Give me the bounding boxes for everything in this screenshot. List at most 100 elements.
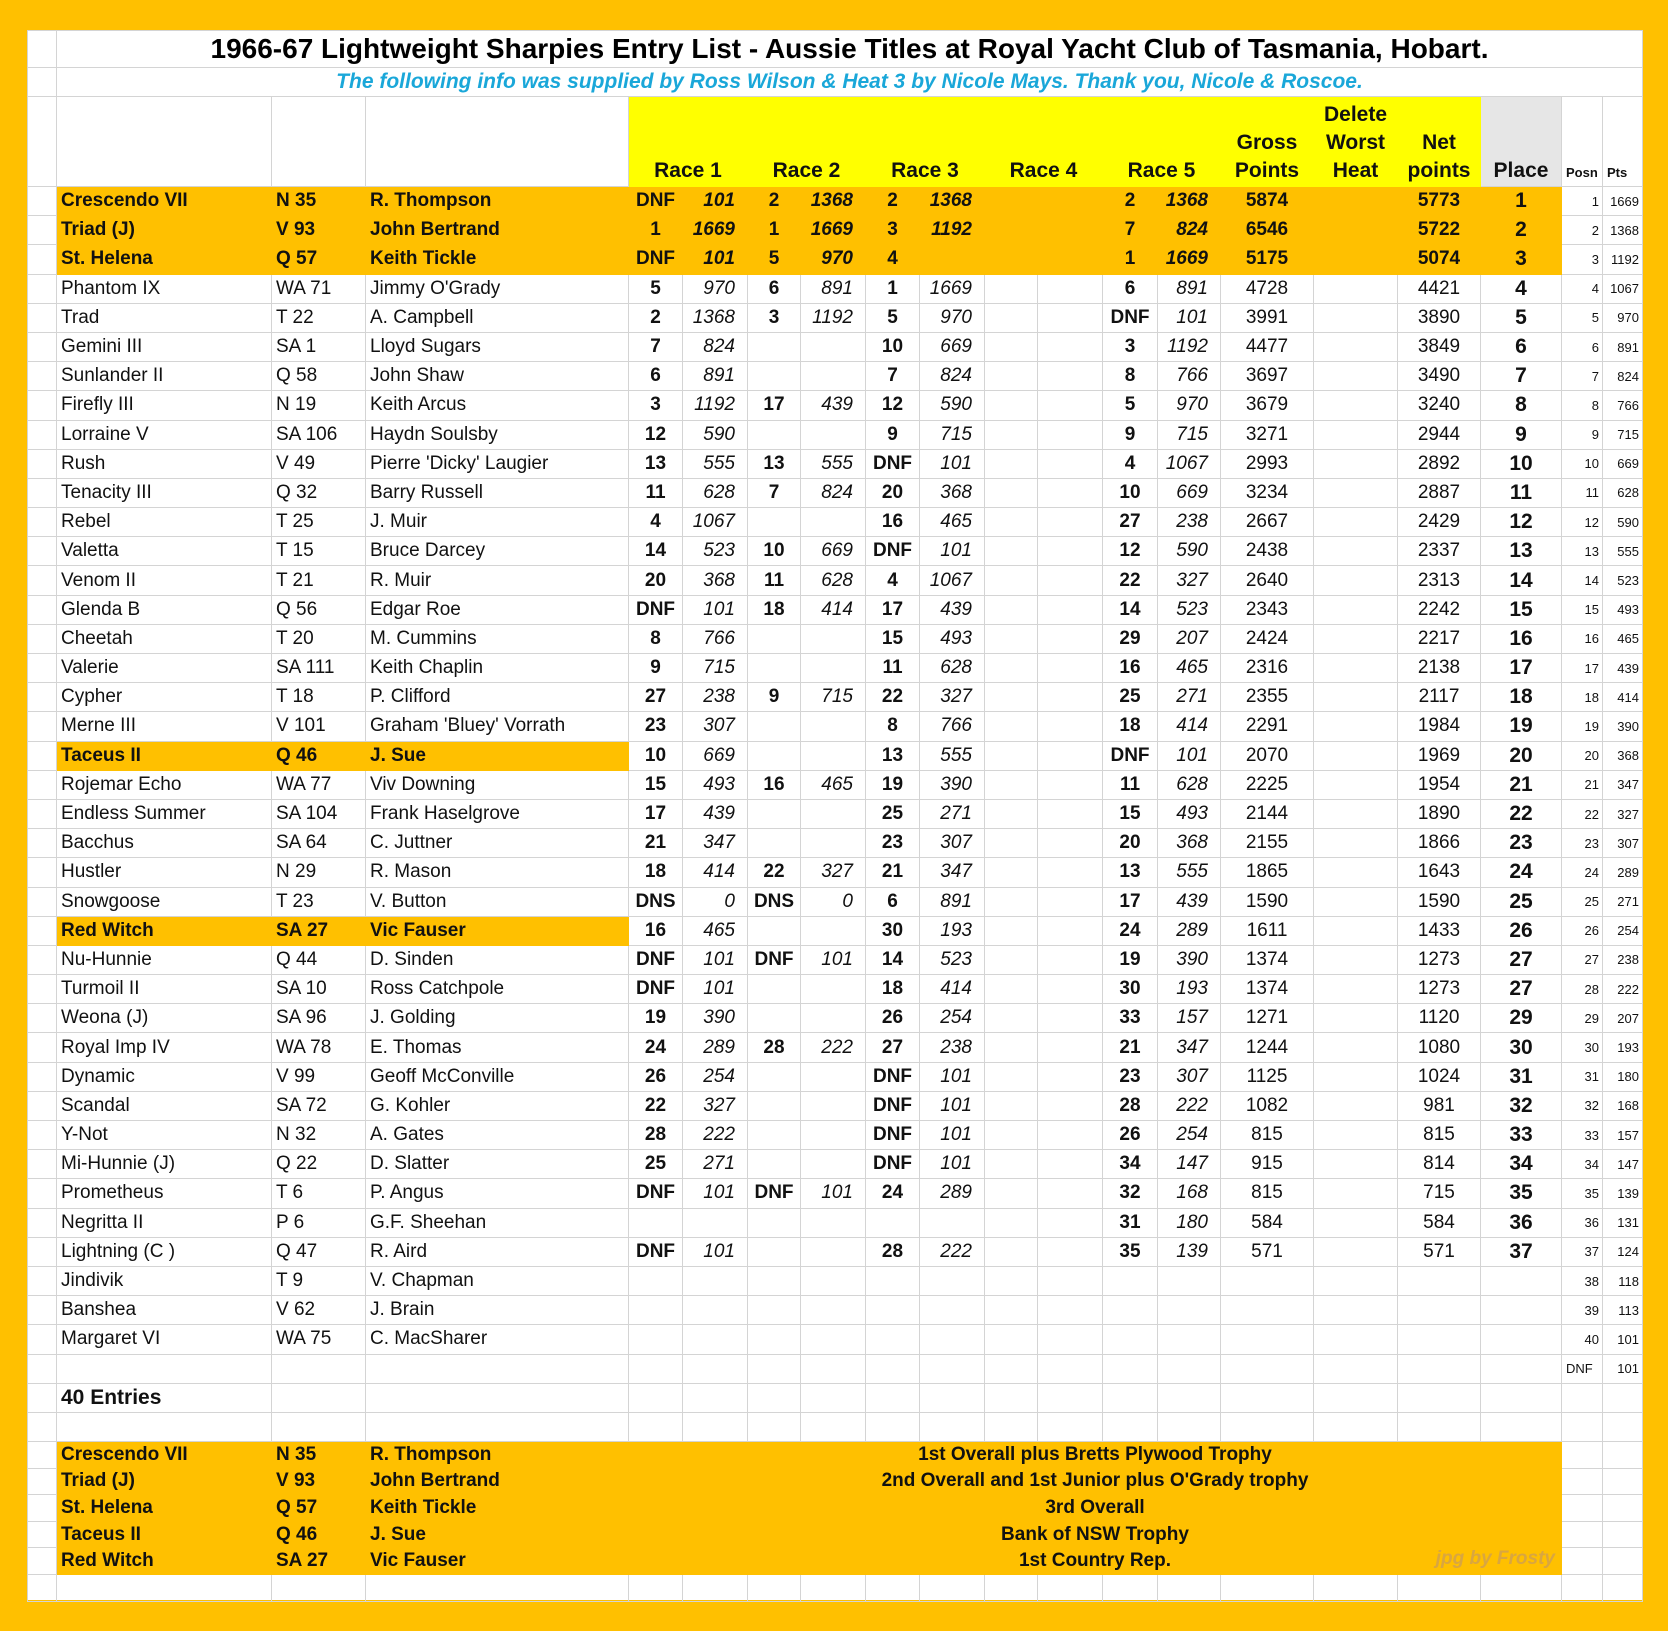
cell-skipper: Pierre 'Dicky' Laugier xyxy=(365,448,629,479)
cell-race5-points: 439 xyxy=(1157,886,1221,917)
cell-race3-place: 10 xyxy=(865,331,920,363)
row-gutter xyxy=(27,244,57,275)
empty-cell xyxy=(919,1411,985,1443)
cell-race2-points xyxy=(800,1265,866,1297)
cell-race5-place: 16 xyxy=(1102,652,1158,684)
table-row: Phantom IX WA 71 Jimmy O'Grady 5 970 6 891 1 166… xyxy=(27,273,1643,304)
empty-cell xyxy=(1397,1411,1481,1443)
cell-race5-place: 17 xyxy=(1102,886,1158,917)
award-boat: Taceus II xyxy=(56,1520,272,1549)
cell-race3-points: 1067 xyxy=(919,565,985,596)
cell-race1-points: 1067 xyxy=(682,507,748,538)
cell-posn: 9 xyxy=(1561,419,1603,450)
empty-cell xyxy=(1037,1411,1103,1443)
cell-delete-worst-heat xyxy=(1313,390,1398,421)
cell-net-points: 1273 xyxy=(1397,974,1481,1005)
cell-race2-place xyxy=(747,915,801,946)
cell-place: 15 xyxy=(1480,594,1562,625)
cell-race2-points xyxy=(800,711,866,742)
cell-posn: 20 xyxy=(1561,740,1603,771)
cell-race2-place xyxy=(747,711,801,742)
empty-cell xyxy=(1313,1574,1398,1603)
empty-cell xyxy=(1037,1574,1103,1603)
cell-net-points: 1984 xyxy=(1397,711,1481,742)
cell-race4-place xyxy=(984,1119,1038,1151)
results-table: 1966-67 Lightweight Sharpies Entry List … xyxy=(27,30,1643,1603)
cell-race3-place: 4 xyxy=(865,244,920,275)
table-row: Merne III V 101 Graham 'Bluey' Vorrath 23 30… xyxy=(27,711,1643,742)
cell-race5-place: 13 xyxy=(1102,857,1158,888)
cell-net-points: 584 xyxy=(1397,1207,1481,1238)
empty-cell xyxy=(747,1574,801,1603)
cell-skipper: V. Button xyxy=(365,886,629,917)
cell-race2-place xyxy=(747,740,801,771)
cell-race5-points: 970 xyxy=(1157,390,1221,421)
cell-race3-place xyxy=(865,1207,920,1238)
cell-gross-points: 571 xyxy=(1220,1236,1314,1267)
cell-race4-place xyxy=(984,944,1038,976)
table-row: Taceus II Q 46 J. Sue 10 669 13 555 DNF 101 2070 1… xyxy=(27,740,1643,771)
cell-delete-worst-heat xyxy=(1313,215,1398,246)
empty-cell xyxy=(800,1574,866,1603)
cell-skipper: J. Brain xyxy=(365,1295,629,1326)
table-row: Bacchus SA 64 C. Juttner 21 347 23 307 20 368 215… xyxy=(27,828,1643,859)
cell-race1-place: 26 xyxy=(628,1061,683,1092)
cell-race5-points: 254 xyxy=(1157,1119,1221,1151)
header-place: Place xyxy=(1480,96,1562,187)
cell-gross-points: 2291 xyxy=(1220,711,1314,742)
cell-posn: 23 xyxy=(1561,828,1603,859)
cell-race5-place: 30 xyxy=(1102,974,1158,1005)
table-row: Rush V 49 Pierre 'Dicky' Laugier 13 555 13 555… xyxy=(27,448,1643,479)
cell-race5-points: 180 xyxy=(1157,1207,1221,1238)
cell-race3-points: 101 xyxy=(919,536,985,567)
cell-place: 14 xyxy=(1480,565,1562,596)
cell-race5-place: 23 xyxy=(1102,1061,1158,1092)
award-boat: Crescendo VII xyxy=(56,1441,272,1469)
cell-net-points: 5074 xyxy=(1397,244,1481,275)
cell-race4-points xyxy=(1037,1032,1103,1063)
cell-race2-place xyxy=(747,1003,801,1034)
cell-delete-worst-heat xyxy=(1313,1295,1398,1326)
row-gutter xyxy=(27,1382,57,1413)
cell-race5-place: 3 xyxy=(1102,331,1158,363)
cell-race3-points: 824 xyxy=(919,361,985,392)
cell-race4-points xyxy=(1037,1003,1103,1034)
cell-posn: 18 xyxy=(1561,682,1603,713)
cell-net-points: 2138 xyxy=(1397,652,1481,684)
cell-race5-points: 1067 xyxy=(1157,448,1221,479)
cell-race2-points xyxy=(800,1090,866,1122)
empty-cell xyxy=(1220,1411,1314,1443)
table-row: Prometheus T 6 P. Angus DNF 101 DNF 101 24 289 32… xyxy=(27,1178,1643,1209)
cell-race1-place: 23 xyxy=(628,711,683,742)
cell-race5-place: 6 xyxy=(1102,273,1158,304)
cell-race4-place xyxy=(984,536,1038,567)
cell-race5-place: 11 xyxy=(1102,769,1158,800)
cell-race5-place: 21 xyxy=(1102,1032,1158,1063)
cell-race4-points xyxy=(1037,828,1103,859)
cell-race1-points: 970 xyxy=(682,273,748,304)
cell-race4-points xyxy=(1037,974,1103,1005)
empty-cell xyxy=(271,1411,366,1443)
cell-race1-points: 1669 xyxy=(682,215,748,246)
empty-cell xyxy=(628,1574,683,1603)
empty-cell xyxy=(1037,1382,1103,1413)
cell-race4-place xyxy=(984,185,1038,217)
cell-race5-points: 1192 xyxy=(1157,331,1221,363)
cell-place: 1 xyxy=(1480,185,1562,217)
cell-race2-place xyxy=(747,623,801,655)
cell-race1-place xyxy=(628,1207,683,1238)
cell-race1-place: 20 xyxy=(628,565,683,596)
cell-race5-points: 628 xyxy=(1157,769,1221,800)
cell-delete-worst-heat xyxy=(1313,185,1398,217)
cell-race1-points: 368 xyxy=(682,565,748,596)
cell-net-points: 2887 xyxy=(1397,477,1481,509)
cell-pts: 327 xyxy=(1602,798,1643,830)
cell-pts: 131 xyxy=(1602,1207,1643,1238)
cell-boat: Jindivik xyxy=(56,1265,272,1297)
cell-sail: WA 75 xyxy=(271,1324,366,1355)
cell-gross-points: 1590 xyxy=(1220,886,1314,917)
cell-net-points: 3240 xyxy=(1397,390,1481,421)
cell-race2-place: 5 xyxy=(747,244,801,275)
row-gutter xyxy=(27,1061,57,1092)
cell-sail: SA 64 xyxy=(271,828,366,859)
